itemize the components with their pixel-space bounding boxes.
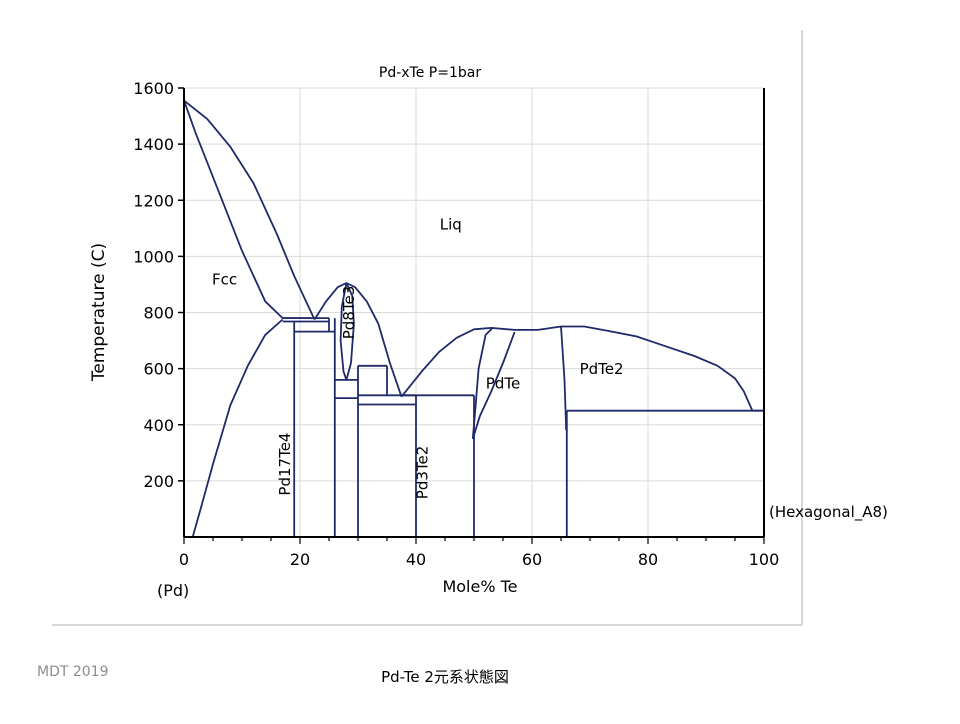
- x-tick-label-1: 20: [290, 550, 310, 569]
- phase-label-6: Pd3Te2: [414, 446, 432, 500]
- y-tick-label-3: 800: [143, 304, 174, 323]
- x-tick-label-4: 80: [638, 550, 658, 569]
- y-tick-label-2: 600: [143, 360, 174, 379]
- phase-boundary-2: [191, 318, 284, 538]
- y-axis-label: Temperature (C): [89, 243, 109, 382]
- phase-boundary-4: [400, 325, 754, 412]
- y-tick-label-0: 200: [143, 472, 174, 491]
- x-tick-label-0: 0: [179, 550, 189, 569]
- phase-label-2: PdTe: [486, 374, 520, 392]
- phase-boundaries: [183, 99, 764, 538]
- phase-boundary-8: [560, 326, 568, 431]
- x-tick-label-5: 100: [749, 550, 780, 569]
- phase-label-3: PdTe2: [580, 360, 624, 378]
- phase-labels: Liq Fcc PdTe PdTe2 Pd17Te4 Pd8Te3 Pd3Te2: [212, 216, 624, 499]
- x-tick-label-2: 40: [406, 550, 426, 569]
- phase-boundary-1: [183, 100, 312, 320]
- phase-boundary-7: [471, 331, 516, 440]
- phase-label-5: Pd8Te3: [340, 286, 358, 340]
- y-tick-label-6: 1400: [133, 135, 174, 154]
- phase-boundary-0: [183, 99, 316, 320]
- x-tick-label-3: 60: [522, 550, 542, 569]
- x-axis-label: Mole% Te: [442, 577, 517, 596]
- phase-label-4: Pd17Te4: [276, 433, 294, 496]
- y-tick-label-4: 1000: [133, 247, 174, 266]
- phase-boundary-3: [313, 282, 403, 397]
- y-tick-label-1: 400: [143, 416, 174, 435]
- phase-label-1: Fcc: [212, 270, 237, 288]
- y-tick-label-5: 1200: [133, 191, 174, 210]
- y-tick-label-7: 1600: [133, 79, 174, 98]
- footer-credit: MDT 2019: [37, 664, 109, 680]
- footer-caption: Pd-Te 2元系状態図: [381, 668, 509, 686]
- phase-label-0: Liq: [440, 216, 462, 234]
- ticks: 200 400 600 800 1000 1200 1400 1600 0 20 40 60 80 100: [133, 79, 779, 569]
- left-end-label: (Pd): [157, 581, 189, 600]
- chart-title: Pd-xTe P=1bar: [379, 65, 481, 81]
- right-end-label: (Hexagonal_A8): [769, 503, 888, 522]
